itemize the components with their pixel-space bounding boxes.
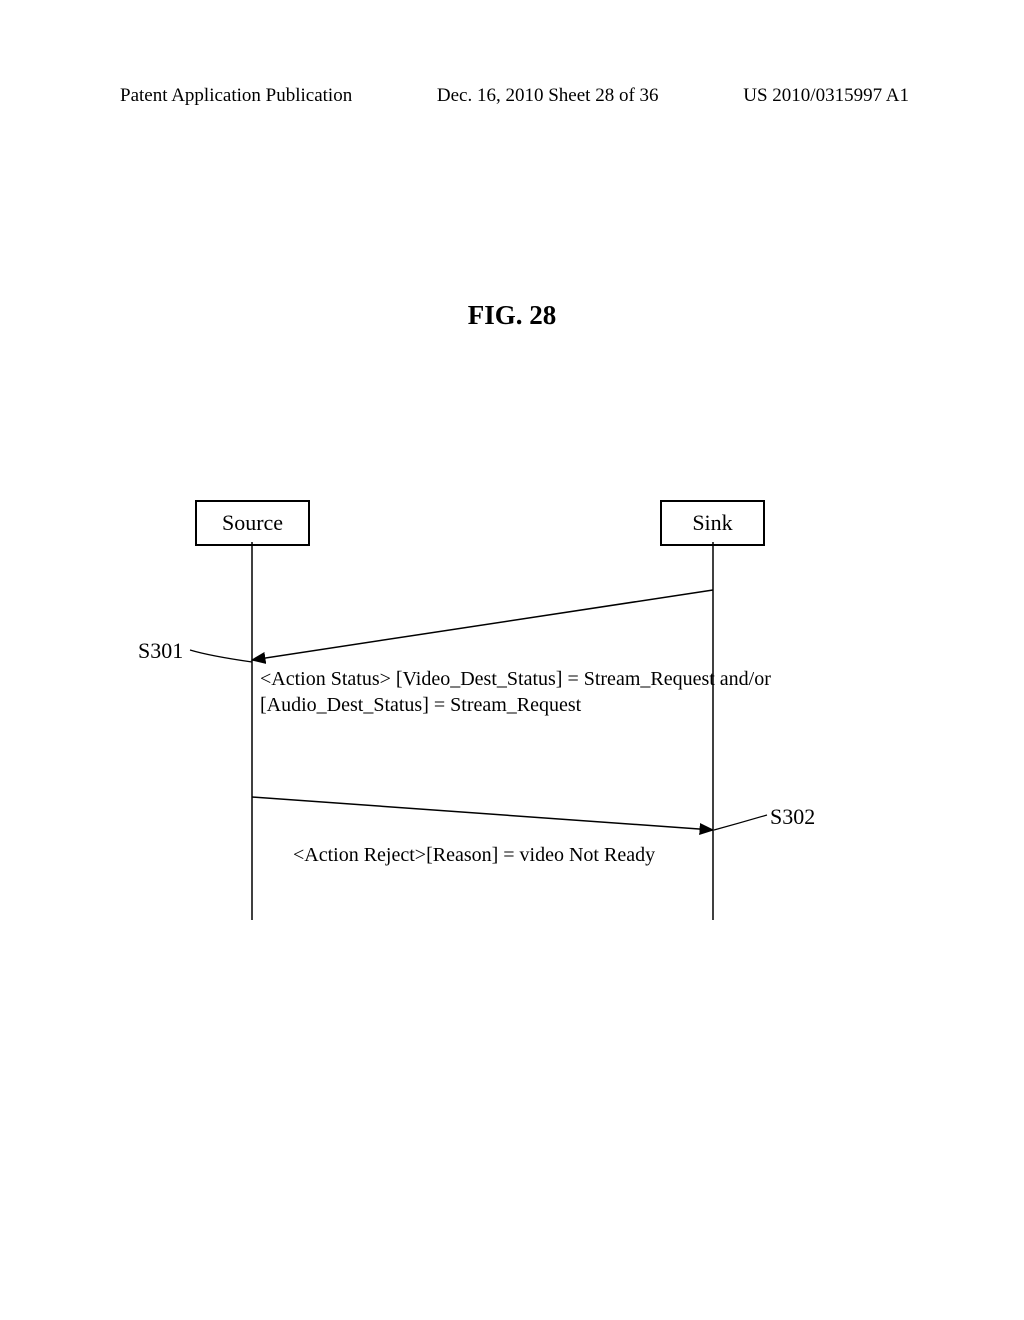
step-label-s301: S301 — [138, 638, 183, 664]
message-line2: [Audio_Dest_Status] = Stream_Request — [260, 692, 771, 718]
message-line1: <Action Status> [Video_Dest_Status] = St… — [260, 666, 771, 692]
message-action-reject: <Action Reject>[Reason] = video Not Read… — [293, 844, 655, 867]
arrow-s301 — [252, 590, 713, 660]
figure-title: FIG. 28 — [468, 300, 557, 331]
header-publication: Patent Application Publication — [120, 85, 352, 107]
message-action-status: <Action Status> [Video_Dest_Status] = St… — [260, 666, 771, 718]
header-date-sheet: Dec. 16, 2010 Sheet 28 of 36 — [437, 85, 659, 107]
page-header: Patent Application Publication Dec. 16, … — [0, 85, 1024, 107]
arrow-s302 — [252, 797, 713, 830]
diagram-svg — [0, 500, 1024, 1000]
leader-s302 — [714, 815, 767, 830]
step-label-s302: S302 — [770, 804, 815, 830]
header-patent-number: US 2010/0315997 A1 — [743, 85, 909, 107]
leader-s301 — [190, 650, 252, 662]
